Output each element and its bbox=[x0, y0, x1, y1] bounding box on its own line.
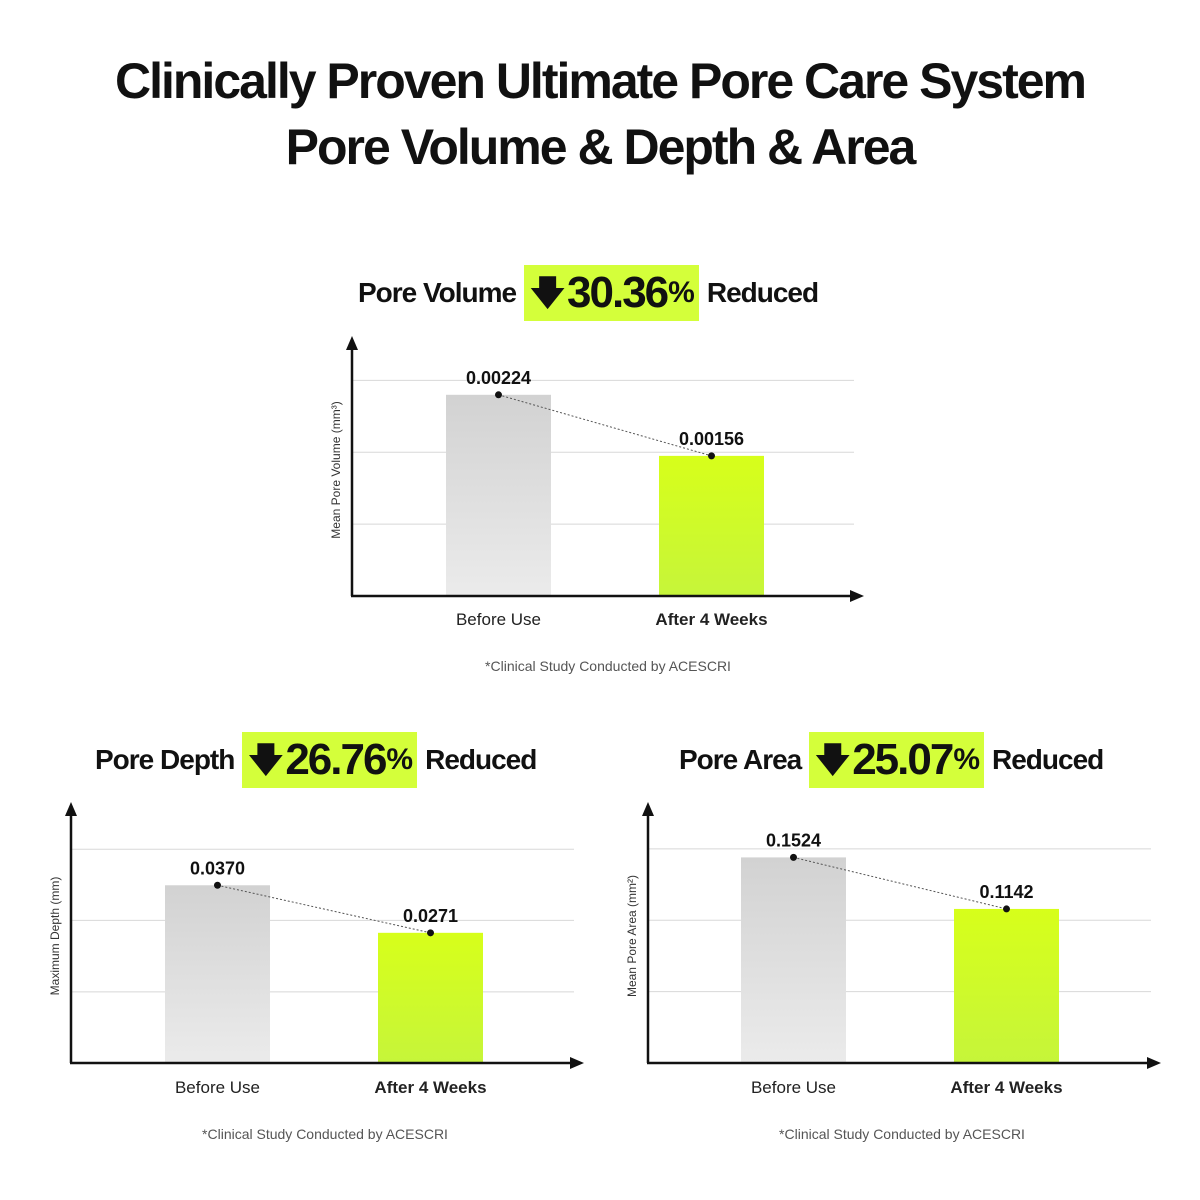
bar-after-4-weeks bbox=[659, 455, 764, 596]
bar-before-use bbox=[741, 857, 846, 1063]
headline-label: Pore Area bbox=[679, 744, 802, 775]
footnote-pore-depth: *Clinical Study Conducted by ACESCRI bbox=[202, 1126, 448, 1142]
value-label: 0.1142 bbox=[979, 882, 1033, 902]
footnote-pore-area: *Clinical Study Conducted by ACESCRI bbox=[779, 1126, 1025, 1142]
bar-after-4-weeks bbox=[378, 932, 483, 1063]
bar-before-use bbox=[446, 394, 551, 596]
headline-reduced-word: Reduced bbox=[706, 277, 819, 308]
trend-connector bbox=[217, 884, 431, 934]
bar-after-4-weeks bbox=[954, 908, 1059, 1063]
reduction-value: 26.76 bbox=[285, 735, 387, 784]
y-axis-arrowhead bbox=[642, 802, 654, 816]
data-point bbox=[1003, 905, 1010, 913]
value-label: 0.0370 bbox=[190, 858, 245, 878]
y-axis-label: Mean Pore Area (mm²) bbox=[625, 875, 639, 997]
value-label: 0.1524 bbox=[766, 830, 821, 850]
data-point bbox=[214, 881, 221, 889]
category-label: Before Use bbox=[175, 1078, 260, 1097]
x-axis-arrowhead bbox=[570, 1057, 584, 1069]
value-label: 0.00224 bbox=[466, 368, 531, 388]
value-label: 0.0271 bbox=[403, 906, 458, 926]
down-arrow-icon: 🡇 bbox=[815, 741, 851, 779]
y-axis-arrowhead bbox=[65, 802, 77, 816]
page-title-line1: Clinically Proven Ultimate Pore Care Sys… bbox=[115, 53, 1087, 109]
reduction-badge: 🡇 30.36 % bbox=[524, 265, 699, 321]
category-label: After 4 Weeks bbox=[950, 1078, 1062, 1097]
reduction-unit: % bbox=[953, 743, 980, 776]
category-label: Before Use bbox=[456, 610, 541, 629]
reduction-unit: % bbox=[386, 743, 414, 776]
down-arrow-icon: 🡇 bbox=[248, 741, 284, 779]
headline-pore-area: Pore Area 🡇 25.07 % Reduced bbox=[679, 732, 1104, 788]
category-label: Before Use bbox=[751, 1078, 836, 1097]
headline-pore-volume: Pore Volume 🡇 30.36 % Reduced bbox=[358, 265, 819, 321]
x-axis-arrowhead bbox=[850, 590, 864, 602]
data-point bbox=[790, 853, 797, 861]
footnote-pore-volume: *Clinical Study Conducted by ACESCRI bbox=[485, 658, 731, 674]
trend-connector bbox=[793, 856, 1007, 910]
headline-reduced-word: Reduced bbox=[992, 744, 1104, 775]
x-axis-arrowhead bbox=[1147, 1057, 1161, 1069]
value-label: 0.00156 bbox=[679, 429, 744, 449]
trend-connector bbox=[498, 394, 712, 457]
category-label: After 4 Weeks bbox=[374, 1078, 486, 1097]
headline-reduced-word: Reduced bbox=[425, 744, 537, 775]
headline-label: Pore Volume bbox=[358, 277, 517, 308]
down-arrow-icon: 🡇 bbox=[530, 274, 566, 312]
data-point bbox=[427, 929, 434, 937]
reduction-badge: 🡇 26.76 % bbox=[242, 732, 418, 788]
headline-label: Pore Depth bbox=[95, 744, 235, 775]
y-axis-arrowhead bbox=[346, 336, 358, 350]
reduction-unit: % bbox=[668, 276, 695, 309]
category-label: After 4 Weeks bbox=[655, 610, 767, 629]
y-axis-label: Maximum Depth (mm) bbox=[48, 877, 62, 996]
bar-before-use bbox=[165, 885, 270, 1063]
headline-pore-depth: Pore Depth 🡇 26.76 % Reduced bbox=[95, 732, 537, 788]
data-point bbox=[708, 452, 715, 460]
reduction-value: 25.07 bbox=[852, 735, 954, 784]
reduction-value: 30.36 bbox=[567, 268, 669, 317]
page-title-line2: Pore Volume & Depth & Area bbox=[285, 119, 917, 175]
reduction-badge: 🡇 25.07 % bbox=[809, 732, 984, 788]
data-point bbox=[495, 391, 502, 399]
y-axis-label: Mean Pore Volume (mm³) bbox=[329, 401, 343, 538]
